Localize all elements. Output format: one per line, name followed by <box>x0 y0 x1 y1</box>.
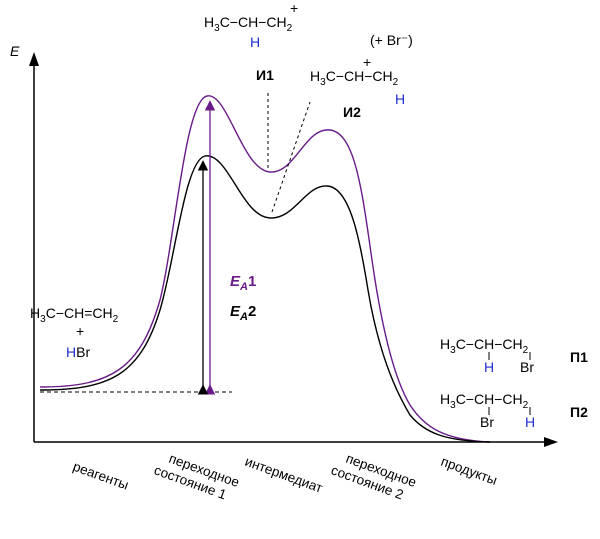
y-axis-label: E <box>10 43 20 59</box>
ea2-label: EA2 <box>230 303 256 323</box>
x-stage-ts2: переходное состояние 2 <box>329 447 422 506</box>
intermediate-1-label: И1 <box>256 67 274 83</box>
intermediate-1-hydrogen: H <box>250 34 260 50</box>
x-stage-labels: реагенты переходное состояние 1 интермед… <box>71 447 499 506</box>
product-2-label: П2 <box>570 404 588 420</box>
product-1-bromine: Br <box>520 359 534 375</box>
product-2-hydrogen: H <box>525 414 535 430</box>
reagent-plus: + <box>76 323 84 339</box>
product-1-formula: H3C−CH−CH2 <box>440 336 529 356</box>
x-stage-products: продукты <box>439 454 499 488</box>
curve-path-1 <box>39 95 491 443</box>
product-1-label: П1 <box>570 349 588 365</box>
intermediate-2-label: И2 <box>343 104 361 120</box>
y-axis-arrow <box>29 52 39 66</box>
intermediate-1-charge: + <box>290 0 298 16</box>
intermediate-1-formula: H3C−CH−CH2 <box>204 14 293 34</box>
product-2-formula: H3C−CH−CH2 <box>440 391 529 411</box>
x-stage-ts1: переходное состояние 1 <box>152 447 245 506</box>
x-stage-intermediate: интермедиат <box>243 454 325 496</box>
ea1-label: EA1 <box>230 273 256 293</box>
product-1-hydrogen: H <box>484 359 494 375</box>
reagent-alkene: H3C−CH=CH2 <box>30 305 119 325</box>
reagent-hbr: HBr <box>66 344 90 360</box>
intermediate-2-hydrogen: H <box>395 91 405 107</box>
intermediate-2-charge: + <box>363 54 371 70</box>
intermediate-2-formula: H3C−CH−CH2 <box>310 68 399 88</box>
x-axis-arrow <box>544 437 558 447</box>
bromide-ion: (+ Br⁻) <box>370 32 413 48</box>
i2-guide-line <box>271 101 311 213</box>
product-2-bromine: Br <box>480 414 494 430</box>
x-stage-reagents: реагенты <box>71 459 131 493</box>
curve-path-2 <box>39 155 491 443</box>
